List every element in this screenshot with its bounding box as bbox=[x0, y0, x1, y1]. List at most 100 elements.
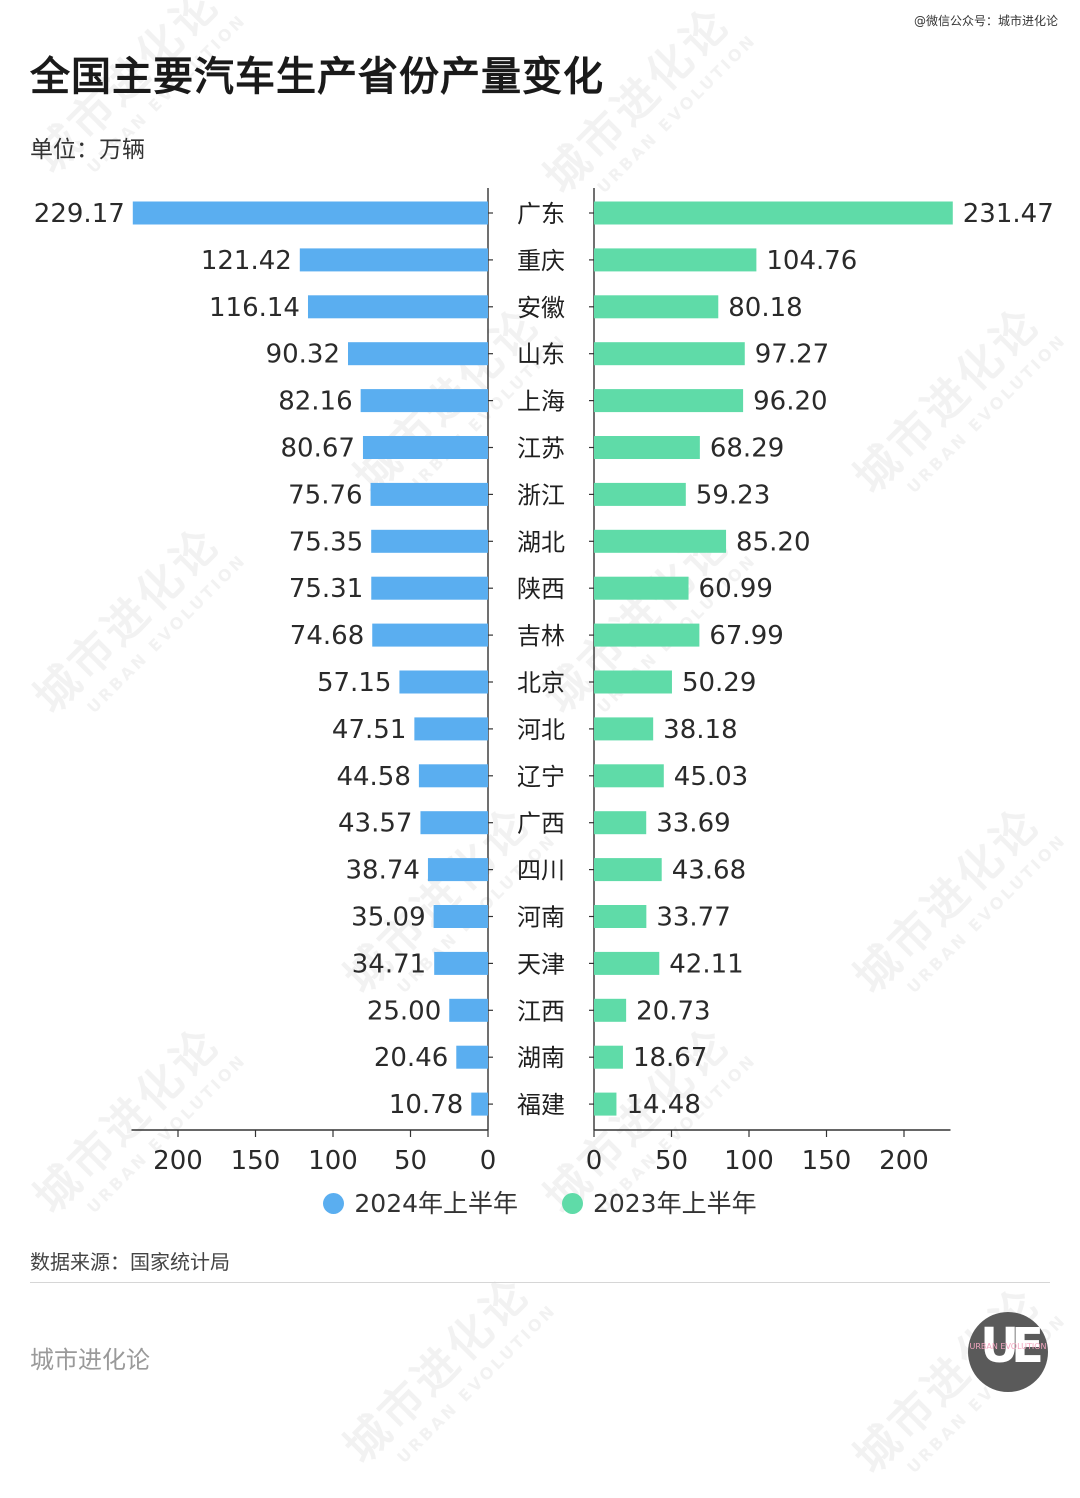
bar-2024-湖北 bbox=[371, 529, 488, 553]
logo-letters: UE bbox=[980, 1318, 1044, 1374]
category-label: 上海 bbox=[517, 388, 565, 416]
footer-divider bbox=[30, 1282, 1050, 1283]
bar-2023-江苏 bbox=[594, 436, 700, 459]
x-tick-label-left: 150 bbox=[231, 1146, 281, 1176]
value-label-2023: 33.69 bbox=[656, 809, 730, 839]
value-label-2024: 80.67 bbox=[281, 434, 355, 464]
bar-2024-陕西 bbox=[371, 576, 488, 600]
bar-2024-安徽 bbox=[307, 295, 488, 319]
data-source: 数据来源：国家统计局 bbox=[30, 1250, 230, 1274]
footer-brand: 城市进化论 bbox=[30, 1346, 150, 1374]
category-label: 河北 bbox=[517, 716, 565, 744]
bar-2024-广西 bbox=[420, 811, 488, 835]
value-label-2024: 57.15 bbox=[317, 668, 391, 698]
value-label-2024: 75.76 bbox=[288, 480, 362, 510]
value-label-2023: 59.23 bbox=[696, 480, 770, 510]
category-label: 广西 bbox=[517, 810, 565, 838]
legend-item-2024: 2024年上半年 bbox=[323, 1184, 518, 1220]
value-label-2023: 45.03 bbox=[674, 762, 748, 792]
category-label: 重庆 bbox=[517, 247, 565, 275]
value-label-2024: 25.00 bbox=[367, 996, 441, 1026]
value-label-2023: 80.18 bbox=[728, 293, 802, 323]
bar-2024-浙江 bbox=[370, 482, 488, 506]
bar-2024-江苏 bbox=[362, 436, 488, 459]
page-title: 全国主要汽车生产省份产量变化 bbox=[30, 54, 604, 100]
bar-2023-北京 bbox=[594, 670, 672, 694]
bar-2024-北京 bbox=[399, 670, 488, 694]
value-label-2024: 75.31 bbox=[289, 574, 363, 604]
bar-2024-湖南 bbox=[456, 1045, 488, 1069]
value-label-2023: 96.20 bbox=[753, 387, 827, 417]
bar-2024-福建 bbox=[471, 1092, 488, 1116]
category-label: 江苏 bbox=[517, 435, 565, 463]
x-tick-label-right: 50 bbox=[655, 1146, 688, 1176]
bar-2024-江西 bbox=[449, 998, 488, 1022]
x-tick-label-left: 0 bbox=[480, 1146, 497, 1176]
category-label: 山东 bbox=[517, 341, 565, 369]
bar-2024-天津 bbox=[434, 951, 488, 975]
legend-item-2023: 2023年上半年 bbox=[561, 1184, 757, 1220]
bar-2024-河南 bbox=[433, 905, 488, 928]
value-label-2023: 67.99 bbox=[709, 621, 783, 651]
value-label-2024: 229.17 bbox=[34, 199, 125, 229]
category-label: 四川 bbox=[517, 857, 565, 885]
category-label: 浙江 bbox=[517, 481, 565, 509]
value-label-2023: 60.99 bbox=[699, 574, 773, 604]
value-label-2023: 85.20 bbox=[736, 527, 810, 557]
legend-dot-2024 bbox=[323, 1193, 345, 1214]
category-label: 天津 bbox=[517, 950, 565, 978]
value-label-2024: 47.51 bbox=[332, 715, 406, 745]
bar-2023-陕西 bbox=[594, 576, 689, 600]
value-label-2024: 10.78 bbox=[389, 1090, 463, 1120]
bar-2023-江西 bbox=[594, 998, 627, 1022]
brand-logo: UE URBAN EVOLUTION bbox=[968, 1312, 1048, 1392]
bar-2024-四川 bbox=[427, 858, 488, 882]
legend-label-2024: 2024年上半年 bbox=[354, 1189, 519, 1218]
value-label-2024: 35.09 bbox=[351, 903, 425, 933]
value-label-2023: 38.18 bbox=[663, 715, 737, 745]
x-tick-label-right: 100 bbox=[724, 1146, 774, 1176]
bar-2023-四川 bbox=[594, 858, 662, 882]
category-label: 陕西 bbox=[517, 575, 565, 603]
x-tick-label-right: 0 bbox=[586, 1146, 603, 1176]
value-label-2024: 75.35 bbox=[289, 527, 363, 557]
value-label-2024: 82.16 bbox=[278, 387, 352, 417]
category-label: 江西 bbox=[517, 997, 565, 1025]
bar-2023-浙江 bbox=[594, 482, 686, 506]
bar-2024-重庆 bbox=[299, 248, 488, 272]
bar-2023-重庆 bbox=[594, 248, 757, 272]
x-tick-label-right: 150 bbox=[802, 1146, 852, 1176]
category-label: 福建 bbox=[517, 1091, 565, 1119]
bar-2024-辽宁 bbox=[418, 764, 488, 788]
value-label-2023: 33.77 bbox=[656, 903, 730, 933]
category-label: 吉林 bbox=[517, 622, 565, 650]
value-label-2024: 74.68 bbox=[290, 621, 364, 651]
category-label: 北京 bbox=[517, 669, 565, 697]
category-label: 辽宁 bbox=[517, 763, 565, 791]
bar-2023-上海 bbox=[594, 389, 744, 413]
x-tick-label-left: 200 bbox=[153, 1146, 203, 1176]
legend-label-2023: 2023年上半年 bbox=[592, 1189, 757, 1218]
x-tick-label-left: 100 bbox=[308, 1146, 358, 1176]
value-label-2023: 20.73 bbox=[636, 996, 710, 1026]
value-label-2023: 231.47 bbox=[963, 199, 1054, 229]
bar-2023-辽宁 bbox=[594, 764, 664, 788]
value-label-2023: 18.67 bbox=[633, 1043, 707, 1073]
bar-2024-山东 bbox=[348, 342, 488, 366]
value-label-2024: 90.32 bbox=[266, 340, 340, 370]
value-label-2024: 20.46 bbox=[374, 1043, 448, 1073]
bar-2023-吉林 bbox=[594, 623, 700, 647]
value-label-2024: 121.42 bbox=[201, 246, 292, 276]
category-label: 河南 bbox=[517, 904, 565, 932]
value-label-2024: 44.58 bbox=[336, 762, 410, 792]
value-label-2023: 50.29 bbox=[682, 668, 756, 698]
wechat-credit: @微信公众号：城市进化论 bbox=[913, 14, 1058, 28]
value-label-2024: 34.71 bbox=[352, 949, 426, 979]
bar-2023-天津 bbox=[594, 951, 660, 975]
value-label-2023: 42.11 bbox=[669, 949, 743, 979]
logo-text: URBAN EVOLUTION bbox=[969, 1342, 1047, 1351]
bar-2024-上海 bbox=[360, 389, 488, 413]
bar-2024-河北 bbox=[414, 717, 488, 741]
bar-2023-广东 bbox=[594, 201, 953, 225]
bar-2023-河南 bbox=[594, 905, 647, 928]
